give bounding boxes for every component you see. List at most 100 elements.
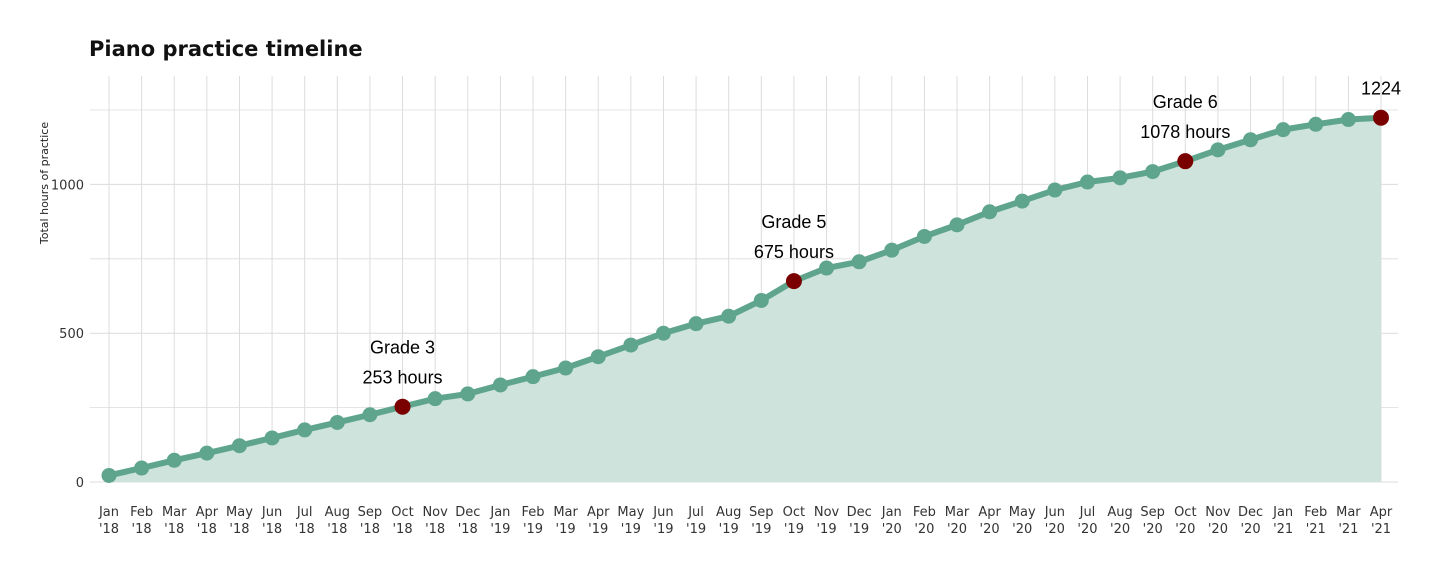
highlight-point [1177, 153, 1194, 170]
x-tick-month: Jun [261, 505, 282, 520]
data-point [1308, 116, 1324, 132]
y-tick-label: 1000 [51, 178, 84, 193]
x-tick-month: Jul [687, 505, 704, 520]
y-tick-label: 0 [76, 476, 84, 491]
data-point [362, 407, 378, 423]
annotation-label: 1078 hours [1140, 122, 1230, 142]
x-tick-year: '18 [132, 522, 152, 537]
annotation-label: 253 hours [363, 368, 443, 388]
y-axis-label: Total hours of practice [38, 122, 51, 245]
x-tick-year: '18 [327, 522, 347, 537]
x-tick-year: '19 [849, 522, 869, 537]
data-point [1079, 174, 1095, 190]
x-tick-month: Apr [196, 505, 219, 520]
x-tick-month: May [617, 505, 644, 520]
x-tick-year: '18 [229, 522, 249, 537]
x-tick-year: '18 [392, 522, 412, 537]
x-tick-year: '20 [1208, 522, 1228, 537]
x-tick-month: Apr [587, 505, 610, 520]
data-point [884, 242, 900, 258]
x-tick-month: Apr [978, 505, 1001, 520]
x-tick-year: '20 [1012, 522, 1032, 537]
x-tick-year: '19 [588, 522, 608, 537]
x-tick-month: Oct [1174, 505, 1196, 520]
x-tick-month: Feb [130, 505, 153, 520]
x-tick-month: Jun [652, 505, 673, 520]
data-point [623, 337, 639, 353]
x-tick-year: '18 [197, 522, 217, 537]
x-tick-year: '18 [458, 522, 478, 537]
x-tick-month: Jun [1044, 505, 1065, 520]
x-tick-month: Jan [881, 505, 902, 520]
x-tick-year: '20 [914, 522, 934, 537]
data-point [721, 308, 737, 324]
x-tick-year: '20 [1175, 522, 1195, 537]
x-tick-month: Nov [814, 505, 840, 520]
data-point [1145, 164, 1161, 180]
x-tick-year: '19 [556, 522, 576, 537]
data-point [655, 325, 671, 341]
data-point [982, 204, 998, 220]
x-tick-year: '20 [1045, 522, 1065, 537]
x-tick-year: '20 [1143, 522, 1163, 537]
data-point [819, 260, 835, 276]
x-tick-year: '19 [621, 522, 641, 537]
data-point [1047, 182, 1063, 198]
x-tick-year: '19 [490, 522, 510, 537]
chart-title: Piano practice timeline [89, 37, 363, 61]
data-point [101, 467, 117, 483]
x-tick-year: '21 [1371, 522, 1391, 537]
highlight-point [394, 398, 411, 415]
data-point [916, 228, 932, 244]
x-tick-year: '19 [719, 522, 739, 537]
x-tick-month: Aug [325, 505, 350, 520]
data-point [1210, 142, 1226, 158]
x-tick-year: '21 [1338, 522, 1358, 537]
x-tick-month: Feb [521, 505, 544, 520]
x-tick-year: '18 [262, 522, 282, 537]
x-tick-month: Mar [162, 505, 187, 520]
highlight-point [1373, 109, 1389, 126]
x-tick-month: Nov [422, 505, 448, 520]
area-fill [109, 117, 1381, 482]
x-tick-month: Sep [358, 505, 383, 520]
x-tick-month: Jul [1079, 505, 1096, 520]
data-point [753, 292, 769, 308]
x-tick-year: '20 [1077, 522, 1097, 537]
x-tick-month: Nov [1205, 505, 1231, 520]
x-tick-month: May [226, 505, 253, 520]
x-tick-month: May [1009, 505, 1036, 520]
x-tick-labels: Jan '18 Feb '18 Mar '18 Apr '18 May '18 Jun '18 Jul '… [98, 505, 1393, 537]
annotation-label: Grade 3 [370, 338, 435, 358]
annotations: Grade 3 253 hours Grade 5 675 hours Grade 6 1… [363, 79, 1402, 388]
x-tick-month: Dec [455, 505, 480, 520]
data-point [1112, 170, 1128, 186]
data-points [101, 109, 1389, 483]
data-point [558, 360, 574, 376]
x-tick-year: '18 [360, 522, 380, 537]
x-tick-month: Feb [1304, 505, 1327, 520]
data-point [525, 369, 541, 385]
x-tick-month: Feb [913, 505, 936, 520]
x-tick-year: '19 [653, 522, 673, 537]
data-point [851, 254, 867, 270]
x-tick-month: Mar [1336, 505, 1361, 520]
x-tick-month: Aug [716, 505, 741, 520]
x-tick-month: Aug [1107, 505, 1132, 520]
x-tick-month: Oct [391, 505, 413, 520]
data-point [231, 438, 247, 454]
annotation-label: Grade 6 [1153, 92, 1218, 112]
x-tick-year: '19 [784, 522, 804, 537]
x-tick-month: Sep [1140, 505, 1165, 520]
x-tick-month: Dec [1238, 505, 1263, 520]
x-tick-month: Mar [553, 505, 578, 520]
data-point [1275, 122, 1291, 138]
x-tick-year: '20 [882, 522, 902, 537]
highlight-point [785, 273, 802, 290]
data-point [949, 217, 965, 233]
x-tick-month: Dec [847, 505, 872, 520]
data-point [166, 452, 182, 468]
data-point [264, 430, 280, 446]
x-tick-year: '20 [947, 522, 967, 537]
